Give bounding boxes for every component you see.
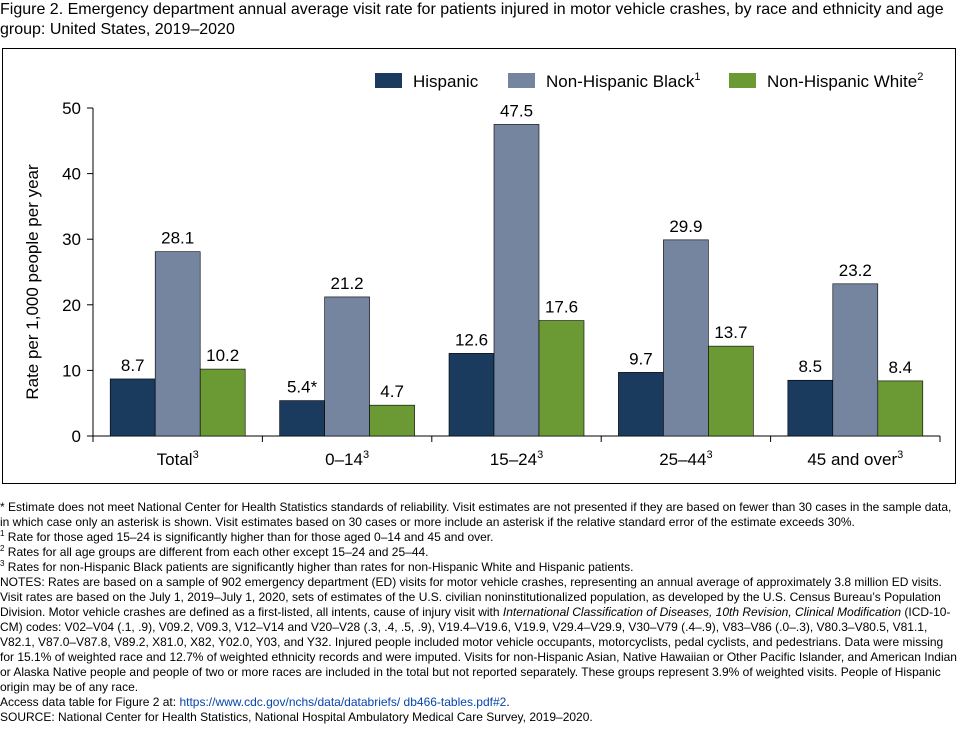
legend-swatch	[375, 73, 402, 88]
category-label: Total3	[157, 449, 199, 469]
data-table-link[interactable]: https://www.cdc.gov/nchs/data/databriefs…	[179, 695, 507, 709]
footnotes: * Estimate does not meet National Center…	[0, 500, 958, 725]
category-label: 0–143	[325, 449, 369, 469]
data-label: 21.2	[331, 274, 364, 293]
bar-hispanic	[109, 378, 156, 437]
data-label: 10.2	[206, 346, 239, 365]
data-label: 4.7	[380, 382, 404, 401]
data-label: 8.4	[888, 358, 912, 377]
bar-non-hispanic-white	[199, 368, 246, 437]
category-label: 25–443	[659, 449, 712, 469]
data-label: 13.7	[714, 323, 747, 342]
bar-chart: 0 10 20 30 40 50 Rate per 1,000 people per yea…	[23, 71, 941, 469]
footnote-2: 2 Rates for all age groups are different…	[0, 544, 429, 560]
chart-frame	[2, 48, 956, 484]
category-label: 15–243	[490, 449, 543, 469]
y-tick-label: 40	[62, 165, 81, 184]
data-label: 12.6	[455, 330, 488, 349]
bar-non-hispanic-white	[877, 380, 924, 437]
bar-non-hispanic-black	[324, 296, 370, 437]
y-tick-label: 0	[72, 427, 81, 446]
notes-paragraph: NOTES: Rates are based on a sample of 90…	[0, 575, 957, 694]
data-label: 17.6	[545, 298, 578, 317]
bar-non-hispanic-black	[493, 124, 540, 437]
bar-hispanic	[787, 379, 834, 437]
category-label: 45 and over3	[807, 449, 903, 469]
access-note: Access data table for Figure 2 at: https…	[0, 695, 510, 709]
bar-non-hispanic-white	[369, 404, 415, 437]
legend-swatch	[729, 73, 756, 88]
bar-non-hispanic-white	[708, 345, 754, 437]
data-label: 9.7	[629, 349, 653, 368]
data-label: 28.1	[161, 229, 194, 248]
y-tick-label: 20	[62, 296, 81, 315]
y-tick-label: 30	[62, 230, 81, 249]
bar-non-hispanic-black	[832, 283, 879, 437]
figure-title: Figure 2. Emergency department annual av…	[0, 1, 944, 38]
data-label: 5.4*	[287, 378, 318, 397]
data-label: 8.7	[121, 356, 145, 375]
bar-non-hispanic-white	[538, 320, 585, 437]
data-label: 23.2	[839, 261, 872, 280]
legend-label: Non-Hispanic Black1	[546, 71, 700, 91]
y-tick-label: 10	[62, 361, 81, 380]
legend-label: Non-Hispanic White2	[767, 71, 923, 91]
legend-label: Hispanic	[413, 72, 479, 91]
y-tick-label: 50	[62, 99, 81, 118]
bar-hispanic	[618, 372, 664, 437]
data-label: 29.9	[669, 217, 702, 236]
legend-swatch	[508, 73, 535, 88]
bar-hispanic	[279, 400, 325, 437]
bar-hispanic	[448, 353, 495, 437]
footnote-3: 3 Rates for non-Hispanic Black patients …	[0, 559, 634, 575]
data-label: 47.5	[500, 101, 533, 120]
footnote-1: 1 Rate for those aged 15–24 is significa…	[0, 529, 494, 545]
source-note: SOURCE: National Center for Health Stati…	[0, 710, 593, 724]
asterisk-note: * Estimate does not meet National Center…	[0, 500, 952, 529]
data-label: 8.5	[798, 357, 822, 376]
y-axis-label: Rate per 1,000 people per year	[23, 164, 42, 400]
bar-non-hispanic-black	[663, 239, 709, 437]
bar-non-hispanic-black	[154, 251, 201, 437]
